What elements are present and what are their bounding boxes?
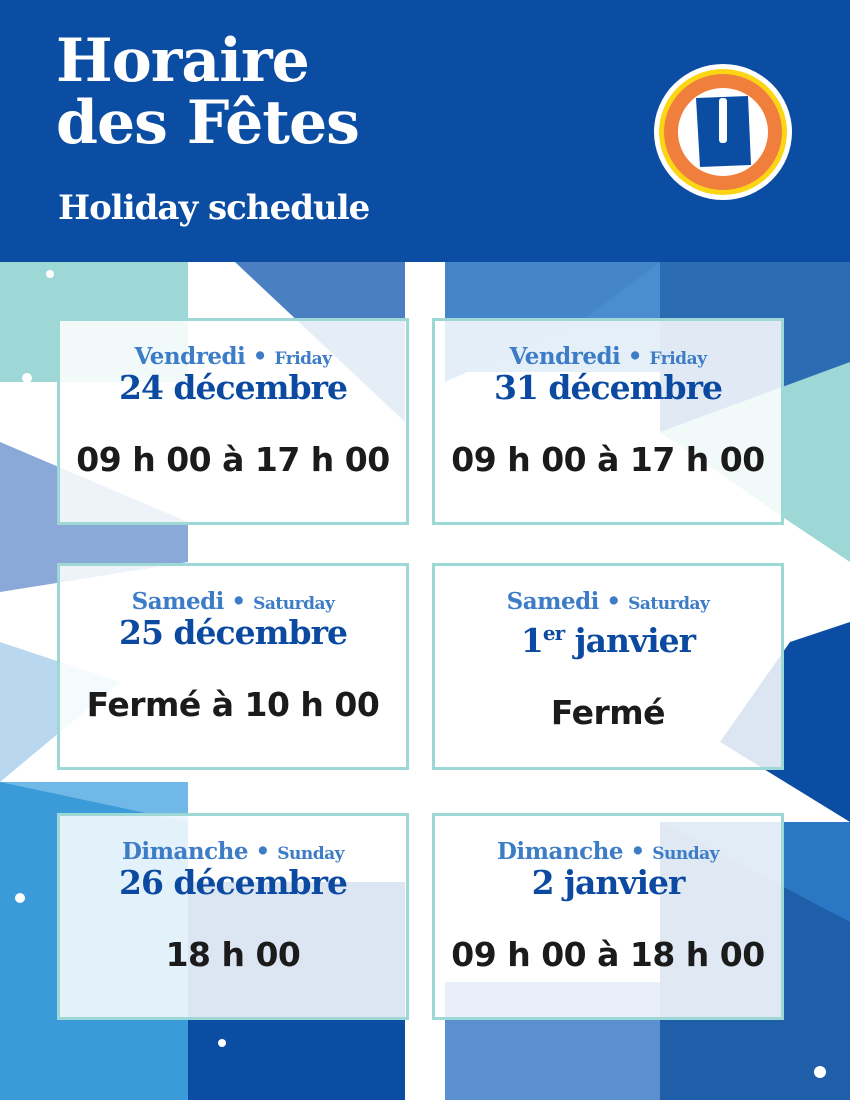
schedule-card: Dimanche • Sunday 26 décembre 18 h 00: [57, 813, 409, 1020]
date-label: 25 décembre: [119, 613, 348, 652]
day-label: Dimanche • Sunday: [496, 838, 720, 865]
day-label: Vendredi • Friday: [509, 343, 707, 370]
date-label: 1er janvier: [520, 621, 696, 660]
day-label: Samedi • Saturday: [506, 588, 710, 615]
hours-label: Fermé: [550, 693, 666, 732]
date-label: 26 décembre: [119, 863, 348, 902]
schedule-card: Vendredi • Friday 31 décembre 09 h 00 à …: [432, 318, 784, 525]
schedule-card: Samedi • Saturday 25 décembre Fermé à 10…: [57, 563, 409, 770]
schedule-card: Vendredi • Friday 24 décembre 09 h 00 à …: [57, 318, 409, 525]
hours-label: 09 h 00 à 17 h 00: [451, 440, 765, 479]
uniprix-logo-icon: [654, 64, 792, 200]
page-subtitle: Holiday schedule: [58, 188, 370, 228]
page-title: Horaire des Fêtes: [56, 26, 360, 158]
title-line-2: des Fêtes: [56, 88, 360, 158]
day-label: Vendredi • Friday: [134, 343, 332, 370]
date-label: 2 janvier: [531, 863, 686, 902]
hours-label: Fermé à 10 h 00: [86, 685, 380, 724]
date-label: 31 décembre: [494, 368, 723, 407]
day-label: Samedi • Saturday: [131, 588, 335, 615]
hours-label: 09 h 00 à 17 h 00: [76, 440, 390, 479]
title-line-1: Horaire: [56, 26, 310, 96]
schedule-card: Dimanche • Sunday 2 janvier 09 h 00 à 18…: [432, 813, 784, 1020]
header-banner: Horaire des Fêtes Holiday schedule: [0, 0, 850, 262]
hours-label: 18 h 00: [165, 935, 301, 974]
schedule-card: Samedi • Saturday 1er janvier Fermé: [432, 563, 784, 770]
hours-label: 09 h 00 à 18 h 00: [451, 935, 765, 974]
day-label: Dimanche • Sunday: [121, 838, 345, 865]
date-label: 24 décembre: [119, 368, 348, 407]
